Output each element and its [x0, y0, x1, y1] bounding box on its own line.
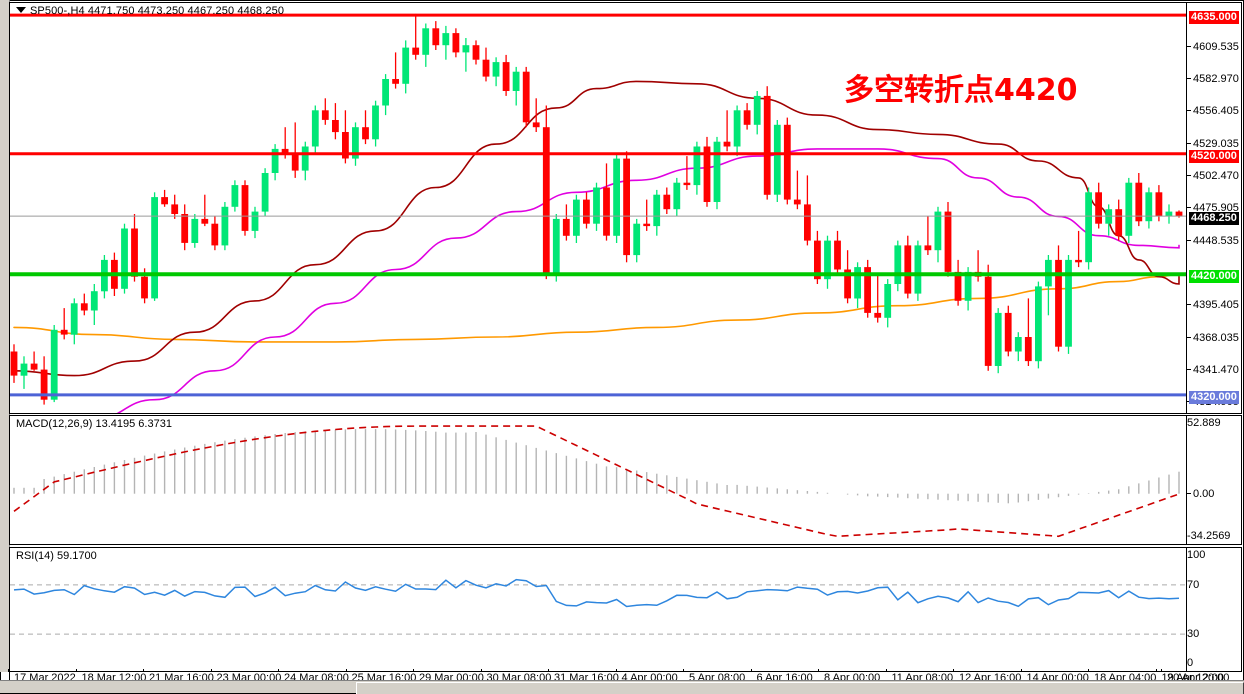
candlestick-svg	[10, 13, 1187, 413]
time-axis-separator	[210, 669, 212, 672]
price-level-tag[interactable]: 4635.000	[1189, 11, 1239, 25]
symbol-header[interactable]: SP500-,H4 4471.750 4473.250 4467.250 446…	[16, 5, 284, 17]
price-tick: 4448.535	[1187, 235, 1239, 247]
price-level-tag[interactable]: 4468.250	[1189, 212, 1239, 226]
rsi-title: RSI(14) 59.1700	[16, 550, 97, 562]
price-tick: 4395.405	[1187, 299, 1239, 311]
price-level-tag[interactable]: 4320.000	[1189, 390, 1239, 404]
time-axis-separator	[345, 669, 347, 672]
price-plot-area[interactable]	[10, 3, 1187, 413]
rsi-axis[interactable]: 100 70 30 0	[1186, 548, 1241, 671]
time-axis-separator	[143, 669, 144, 672]
price-tick: 4502.470	[1187, 170, 1239, 182]
time-axis-separator	[1161, 669, 1162, 672]
macd-pane[interactable]: 52.889 0.00 -34.2569 MACD(12,26,9) 13.4195…	[9, 415, 1242, 545]
macd-svg	[13, 425, 1180, 538]
time-axis-separator	[953, 669, 954, 672]
rsi-tick: 100	[1187, 549, 1206, 561]
price-tick: 4556.405	[1187, 105, 1239, 117]
rsi-svg	[10, 578, 1187, 635]
time-axis-separator	[615, 669, 617, 672]
macd-plot-area[interactable]	[10, 416, 1187, 544]
price-level-tag[interactable]: 4520.000	[1189, 149, 1239, 163]
symbol-header-text: SP500-,H4 4471.750 4473.250 4467.250 446…	[30, 5, 285, 17]
time-axis-separator	[480, 669, 482, 672]
price-level-tag[interactable]: 4420.000	[1189, 270, 1239, 284]
price-tick: 4609.535	[1187, 41, 1239, 53]
rsi-plot-area[interactable]	[10, 548, 1187, 671]
horizontal-scrollbar[interactable]	[0, 680, 1244, 694]
time-axis-separator	[885, 669, 887, 672]
time-axis-separator	[75, 669, 77, 672]
chevron-down-icon[interactable]	[16, 7, 26, 13]
time-axis-separator	[818, 669, 819, 672]
price-annotation: 多空转折点4420	[844, 73, 1078, 108]
macd-axis[interactable]: 52.889 0.00 -34.2569	[1186, 416, 1241, 544]
rsi-tick: 30	[1187, 628, 1200, 641]
price-axis[interactable]: 4609.535 4582.970 4556.405 4529.035 4502.470…	[1186, 3, 1241, 413]
rsi-tick: 70	[1187, 578, 1200, 591]
price-tick: 4475.905	[1187, 202, 1239, 214]
time-axis-separator	[8, 669, 9, 672]
price-tick: 4582.970	[1187, 73, 1239, 85]
time-axis-separator	[683, 669, 684, 672]
macd-title: MACD(12,26,9) 13.4195 6.3731	[16, 418, 172, 430]
price-chart-pane[interactable]: 4609.535 4582.970 4556.405 4529.035 4502.470…	[9, 2, 1242, 414]
macd-tick: 52.889	[1187, 417, 1221, 429]
time-axis-separator	[413, 669, 414, 672]
time-axis-separator	[1088, 669, 1089, 672]
price-tick: 4341.470	[1187, 365, 1239, 376]
scrollbar-thumb[interactable]	[356, 682, 1244, 694]
price-tick: 4368.035	[1187, 332, 1239, 344]
price-tick: 4529.035	[1187, 138, 1239, 150]
time-axis-separator	[278, 669, 279, 672]
time-axis-separator	[548, 669, 549, 672]
macd-tick: -34.2569	[1187, 530, 1231, 542]
rsi-tick: 0	[1187, 657, 1194, 669]
time-axis-separator	[1020, 669, 1022, 672]
time-axis-separator	[750, 669, 752, 672]
macd-tick: 0.00	[1187, 488, 1214, 500]
rsi-pane[interactable]: 100 70 30 0 RSI(14) 59.1700	[9, 547, 1242, 672]
time-axis-separator	[1155, 669, 1157, 672]
